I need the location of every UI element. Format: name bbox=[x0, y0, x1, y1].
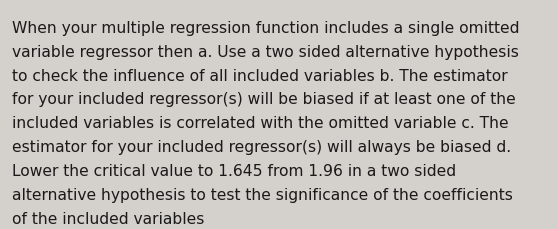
Text: of the included variables: of the included variables bbox=[12, 211, 205, 226]
Text: Lower the critical value to 1.645 from 1.96 in a two sided: Lower the critical value to 1.645 from 1… bbox=[12, 164, 456, 178]
Text: variable regressor then a. Use a two sided alternative hypothesis: variable regressor then a. Use a two sid… bbox=[12, 44, 519, 59]
Text: When your multiple regression function includes a single omitted: When your multiple regression function i… bbox=[12, 21, 519, 35]
Text: estimator for your included regressor(s) will always be biased d.: estimator for your included regressor(s)… bbox=[12, 140, 511, 155]
Text: alternative hypothesis to test the significance of the coefficients: alternative hypothesis to test the signi… bbox=[12, 187, 513, 202]
Text: included variables is correlated with the omitted variable c. The: included variables is correlated with th… bbox=[12, 116, 509, 131]
Text: to check the influence of all included variables b. The estimator: to check the influence of all included v… bbox=[12, 68, 508, 83]
Text: for your included regressor(s) will be biased if at least one of the: for your included regressor(s) will be b… bbox=[12, 92, 516, 107]
